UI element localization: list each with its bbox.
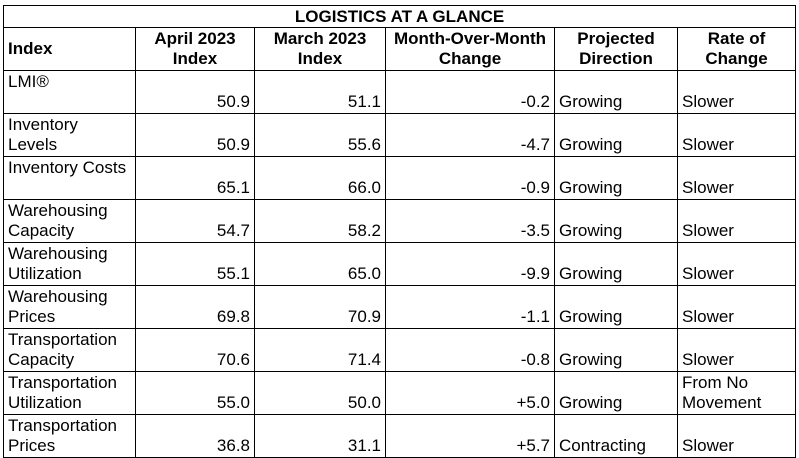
cell-mom-change: -0.8 (385, 328, 555, 372)
cell-projected-direction: Growing (554, 242, 678, 286)
cell-march-value: 66.0 (254, 156, 386, 200)
cell-projected-direction: Growing (554, 285, 678, 329)
cell-rate-of-change: From No Movement (676, 371, 797, 415)
cell-rate-of-change: Slower (676, 328, 797, 372)
header-rate-of-change: Rate of Change (676, 27, 797, 71)
cell-march-value: 50.0 (254, 371, 386, 415)
header-march-index: March 2023 Index (254, 27, 386, 71)
cell-april-value: 54.7 (135, 199, 255, 243)
cell-mom-change: +5.0 (385, 371, 555, 415)
header-april-index: April 2023 Index (135, 27, 255, 71)
header-projected-direction: Projected Direction (554, 27, 678, 71)
table-row: Transportation Capacity 70.6 71.4 -0.8 Growi… (3, 328, 797, 372)
cell-april-value: 50.9 (135, 113, 255, 157)
cell-mom-change: -0.9 (385, 156, 555, 200)
cell-mom-change: -1.1 (385, 285, 555, 329)
cell-projected-direction: Growing (554, 199, 678, 243)
cell-mom-change: -0.2 (385, 70, 555, 114)
cell-march-value: 70.9 (254, 285, 386, 329)
cell-projected-direction: Growing (554, 70, 678, 114)
table-row: Inventory Levels 50.9 55.6 -4.7 Growing Slowe… (3, 113, 797, 157)
logistics-table: LOGISTICS AT A GLANCE Index April 2023 I… (2, 5, 797, 458)
cell-march-value: 65.0 (254, 242, 386, 286)
cell-projected-direction: Growing (554, 371, 678, 415)
header-row: Index April 2023 Index March 2023 Index … (3, 27, 797, 71)
table-row: LMI® 50.9 51.1 -0.2 Growing Slower (3, 70, 797, 114)
cell-projected-direction: Growing (554, 328, 678, 372)
table-title: LOGISTICS AT A GLANCE (2, 5, 797, 28)
title-row: LOGISTICS AT A GLANCE (2, 5, 797, 28)
cell-april-value: 69.8 (135, 285, 255, 329)
cell-index-name: Warehousing Utilization (3, 242, 136, 286)
cell-rate-of-change: Slower (676, 285, 797, 329)
header-index: Index (3, 27, 136, 71)
cell-mom-change: -9.9 (385, 242, 555, 286)
table-row: Warehousing Prices 69.8 70.9 -1.1 Growing Slo… (3, 285, 797, 329)
table-row: Warehousing Capacity 54.7 58.2 -3.5 Growing S… (3, 199, 797, 243)
table-row: Warehousing Utilization 55.1 65.0 -9.9 Growi… (3, 242, 797, 286)
cell-index-name: Inventory Levels (3, 113, 136, 157)
cell-april-value: 70.6 (135, 328, 255, 372)
cell-march-value: 55.6 (254, 113, 386, 157)
cell-rate-of-change: Slower (676, 156, 797, 200)
cell-april-value: 36.8 (135, 414, 255, 458)
table-row: Transportation Prices 36.8 31.1 +5.7 Contrac… (3, 414, 797, 458)
cell-index-name: Inventory Costs (3, 156, 136, 200)
cell-april-value: 65.1 (135, 156, 255, 200)
table-row: Inventory Costs 65.1 66.0 -0.9 Growing Slower (3, 156, 797, 200)
cell-index-name: LMI® (3, 70, 136, 114)
cell-mom-change: -3.5 (385, 199, 555, 243)
cell-index-name: Transportation Capacity (3, 328, 136, 372)
cell-rate-of-change: Slower (676, 199, 797, 243)
cell-march-value: 58.2 (254, 199, 386, 243)
cell-april-value: 55.1 (135, 242, 255, 286)
cell-mom-change: -4.7 (385, 113, 555, 157)
cell-april-value: 55.0 (135, 371, 255, 415)
cell-index-name: Warehousing Capacity (3, 199, 136, 243)
cell-march-value: 51.1 (254, 70, 386, 114)
cell-march-value: 31.1 (254, 414, 386, 458)
cell-mom-change: +5.7 (385, 414, 555, 458)
cell-rate-of-change: Slower (676, 113, 797, 157)
table-body: LMI® 50.9 51.1 -0.2 Growing Slower Inventory L… (3, 70, 797, 458)
cell-march-value: 71.4 (254, 328, 386, 372)
cell-index-name: Transportation Utilization (3, 371, 136, 415)
cell-april-value: 50.9 (135, 70, 255, 114)
cell-projected-direction: Contracting (554, 414, 678, 458)
header-mom-change: Month-Over-Month Change (385, 27, 555, 71)
table-row: Transportation Utilization 55.0 50.0 +5.0 Gr… (3, 371, 797, 415)
cell-projected-direction: Growing (554, 156, 678, 200)
cell-projected-direction: Growing (554, 113, 678, 157)
cell-index-name: Transportation Prices (3, 414, 136, 458)
cell-rate-of-change: Slower (676, 70, 797, 114)
cell-rate-of-change: Slower (676, 414, 797, 458)
cell-rate-of-change: Slower (676, 242, 797, 286)
cell-index-name: Warehousing Prices (3, 285, 136, 329)
